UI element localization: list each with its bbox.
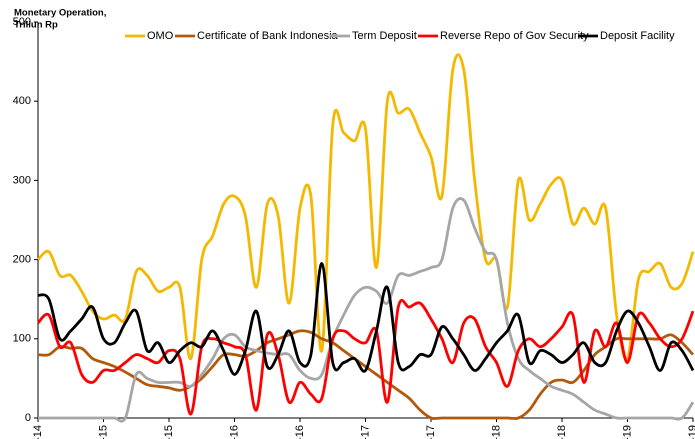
y-tick-label: 400	[13, 95, 31, 107]
y-tick-label: 100	[13, 333, 31, 345]
y-tick-label: 200	[13, 254, 31, 266]
x-tick-label: Oct-15	[163, 425, 175, 439]
x-tick-label: Oct-17	[425, 425, 437, 439]
chart-title: Monetary Operation,	[14, 8, 106, 19]
line	[37, 329, 695, 420]
y-tick-label: 500	[13, 16, 31, 28]
legend-label: Certificate of Bank Indonesia	[197, 30, 339, 42]
line	[36, 298, 695, 416]
chart-title: Triliun Rp	[14, 20, 58, 31]
x-tick-label: Oct-18	[556, 425, 568, 439]
line	[38, 197, 695, 423]
x-tick-label: Oct-19	[687, 425, 695, 439]
x-tick-label: Oct-16	[294, 425, 306, 439]
legend-label: OMO	[147, 30, 174, 42]
legend-label: Deposit Facility	[600, 30, 675, 42]
x-tick-label: Apr-15	[97, 425, 109, 439]
y-tick-label: 0	[25, 412, 31, 424]
x-tick-label: Oct-14	[32, 425, 44, 439]
x-tick-label: Apr-17	[359, 425, 371, 439]
line	[37, 53, 695, 361]
legend-label: Term Deposit	[352, 30, 417, 42]
x-tick-label: Apr-18	[490, 425, 502, 439]
x-tick-label: Apr-16	[228, 425, 240, 439]
line	[37, 262, 695, 376]
legend-label: Reverse Repo of Gov Security	[440, 30, 589, 42]
y-tick-label: 300	[13, 174, 31, 186]
x-tick-label: Apr-19	[621, 425, 633, 439]
